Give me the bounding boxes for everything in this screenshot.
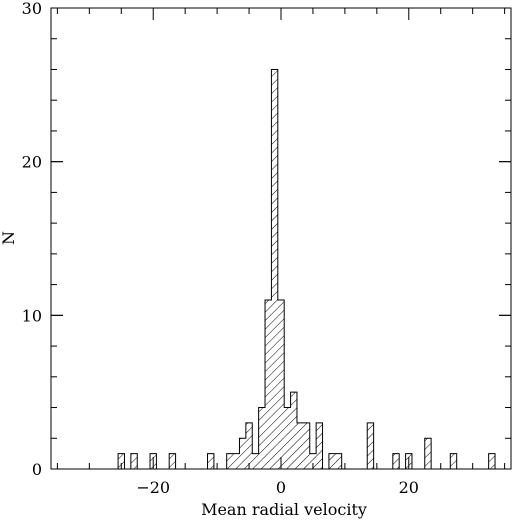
histogram-bar — [169, 453, 176, 469]
y-tick-label: 30 — [22, 0, 42, 18]
histogram-bar — [450, 453, 457, 469]
x-axis-label: Mean radial velocity — [201, 500, 367, 519]
histogram-bar — [309, 453, 317, 469]
histogram-bar — [367, 422, 374, 469]
x-tick-label: 0 — [276, 478, 286, 497]
x-tick-label: −20 — [136, 478, 170, 497]
histogram-bar — [130, 453, 138, 469]
y-tick-label: 10 — [22, 306, 42, 325]
histogram-outline — [117, 68, 496, 469]
histogram-bar — [233, 453, 240, 469]
histogram-bar — [392, 453, 400, 469]
ticks-layer: −20 0 20 0 10 20 30 — [22, 0, 511, 497]
histogram-bar — [290, 392, 297, 469]
histogram-bar — [284, 407, 291, 469]
histogram-bar — [226, 453, 234, 469]
histogram-bar — [265, 299, 272, 469]
histogram-bar — [271, 69, 278, 469]
y-tick-label: 20 — [22, 153, 42, 172]
histogram-bar — [252, 453, 259, 469]
histogram-bar — [488, 453, 496, 469]
histogram-bar — [296, 422, 304, 469]
outline-layer — [117, 68, 496, 469]
histogram-bar — [258, 407, 266, 469]
y-axis-label: N — [0, 231, 18, 245]
histogram-bar — [316, 422, 323, 469]
histogram-bar — [245, 422, 253, 469]
histogram-bar — [303, 422, 310, 469]
histogram-bar — [239, 438, 246, 469]
histogram-bar — [277, 299, 285, 469]
bars-layer — [118, 69, 496, 469]
histogram-bar — [335, 453, 342, 469]
histogram-bar — [424, 438, 432, 469]
histogram-bar — [118, 453, 125, 469]
x-tick-label: 20 — [399, 478, 419, 497]
histogram-bar — [207, 453, 214, 469]
y-tick-label: 0 — [32, 460, 42, 479]
histogram-bar — [328, 453, 336, 469]
